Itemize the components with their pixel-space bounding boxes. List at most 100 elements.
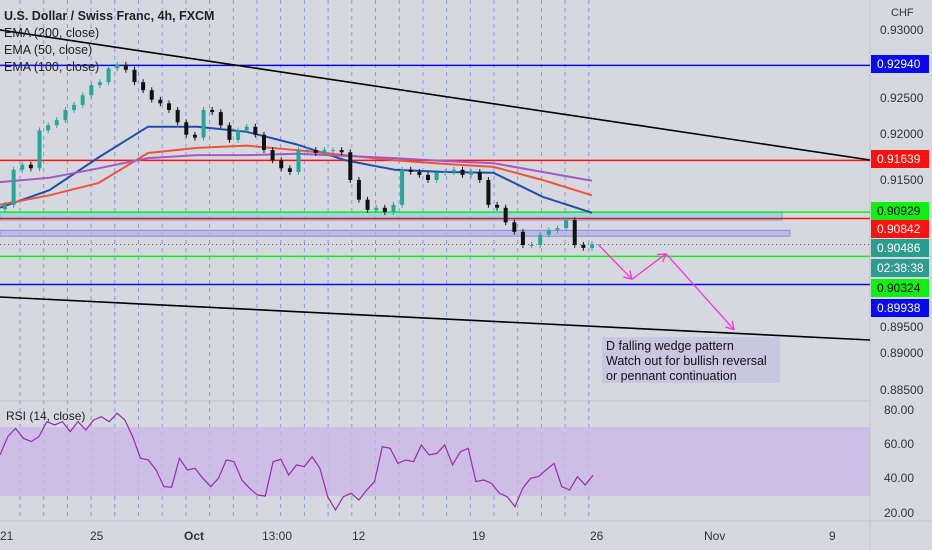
candle-body bbox=[296, 150, 301, 172]
candle-body bbox=[270, 150, 275, 161]
candle-body bbox=[520, 231, 525, 245]
candle-body bbox=[529, 244, 534, 246]
candle-body bbox=[331, 150, 336, 152]
price-badge[interactable]: 0.90929 bbox=[877, 204, 921, 218]
candle-body bbox=[581, 244, 586, 248]
candle-body bbox=[89, 85, 94, 96]
candle-body bbox=[451, 169, 456, 172]
axes[interactable]: 0.93000 0.92500 0.92000 0.91500 0.89500 0.890… bbox=[0, 7, 929, 543]
candle-body bbox=[3, 204, 7, 210]
price-badge-bg bbox=[871, 299, 929, 317]
price-badge-bg bbox=[871, 150, 929, 168]
horizontal-levels[interactable] bbox=[0, 64, 870, 286]
time-tick-label: 19 bbox=[472, 529, 486, 543]
ema-line bbox=[0, 144, 593, 206]
time-tick-label: 25 bbox=[90, 529, 104, 543]
price-badge-bg bbox=[871, 220, 929, 238]
annotation-note[interactable]: D falling wedge pattern Watch out for bu… bbox=[602, 337, 780, 383]
rsi-tick-label: 20.00 bbox=[884, 506, 914, 520]
candle-body bbox=[382, 207, 387, 213]
candle-body bbox=[417, 171, 422, 175]
price-tick-label: 0.89500 bbox=[880, 320, 924, 334]
ema-line bbox=[0, 152, 593, 184]
current-price-badge-bg bbox=[871, 239, 929, 257]
candle-body bbox=[11, 169, 16, 205]
arrow-head bbox=[629, 270, 633, 280]
arrow-head bbox=[725, 326, 735, 331]
price-badge[interactable]: 0.89938 bbox=[877, 301, 921, 315]
candle-body bbox=[261, 134, 266, 151]
candle-body bbox=[141, 82, 146, 91]
price-tick-label: 0.91500 bbox=[880, 173, 924, 187]
rsi-tick-label: 40.00 bbox=[884, 471, 914, 485]
candle-body bbox=[305, 150, 310, 152]
candle-body bbox=[477, 171, 482, 180]
candle-body bbox=[236, 130, 241, 140]
candle-body bbox=[555, 228, 560, 231]
rsi-line bbox=[0, 412, 594, 512]
candle-body bbox=[184, 122, 189, 135]
note-line: or pennant continuation bbox=[606, 369, 737, 383]
candle-body bbox=[287, 168, 292, 172]
price-badge-bg bbox=[871, 55, 929, 73]
legend-ema200[interactable]: EMA (200, close) bbox=[4, 26, 100, 40]
trendline bbox=[0, 29, 871, 161]
candle-body bbox=[590, 244, 594, 248]
price-badge[interactable]: 0.91639 bbox=[877, 152, 921, 166]
candle-body bbox=[158, 99, 163, 104]
price-zone bbox=[0, 229, 791, 237]
candle-body bbox=[201, 109, 206, 138]
candle-body bbox=[374, 207, 379, 210]
time-tick-label: 12 bbox=[352, 529, 366, 543]
rsi-legend[interactable]: RSI (14, close) bbox=[6, 409, 86, 423]
candle-body bbox=[572, 220, 577, 245]
candle-body bbox=[538, 234, 543, 245]
candle-body bbox=[244, 126, 249, 131]
note-line: Watch out for bullish reversal bbox=[606, 354, 767, 368]
candle-body bbox=[72, 104, 77, 110]
candle-body bbox=[348, 152, 353, 180]
current-price-badge[interactable]: 0.90486 bbox=[877, 241, 921, 255]
time-tick-label: 26 bbox=[590, 529, 604, 543]
countdown-badge[interactable]: 02:38:38 bbox=[877, 261, 924, 275]
price-badge[interactable]: 0.90842 bbox=[877, 222, 921, 236]
zones bbox=[0, 211, 791, 237]
rsi-tick-label: 60.00 bbox=[884, 437, 914, 451]
candle-body bbox=[460, 169, 465, 175]
time-tick-label: 13:00 bbox=[262, 529, 292, 543]
candles bbox=[3, 61, 594, 251]
arrow-head bbox=[662, 253, 667, 263]
symbol-title[interactable]: U.S. Dollar / Swiss Franc, 4h, FXCM bbox=[4, 9, 215, 23]
arrow-segment bbox=[665, 253, 735, 331]
legend-ema50[interactable]: EMA (50, close) bbox=[4, 43, 93, 57]
candle-body bbox=[149, 90, 154, 100]
candle-body bbox=[192, 134, 197, 138]
candle-body bbox=[54, 120, 59, 126]
candle-body bbox=[80, 95, 85, 105]
candle-body bbox=[132, 69, 137, 83]
price-tick-label: 0.92500 bbox=[880, 91, 924, 105]
price-badge[interactable]: 0.90324 bbox=[877, 281, 921, 295]
arrow-head bbox=[623, 276, 633, 280]
time-tick-label: 21 bbox=[0, 529, 14, 543]
arrow-head bbox=[731, 320, 735, 330]
arrow-head bbox=[656, 253, 667, 256]
candle-body bbox=[115, 64, 120, 69]
candle-body bbox=[322, 150, 327, 153]
candle-body bbox=[425, 174, 430, 180]
price-badge-bg bbox=[871, 202, 929, 220]
ema-line bbox=[0, 125, 593, 214]
legend-ema100[interactable]: EMA (100, close) bbox=[4, 60, 100, 74]
candle-body bbox=[434, 172, 439, 180]
candle-body bbox=[400, 169, 405, 205]
projection-arrows[interactable] bbox=[597, 243, 735, 331]
arrow-segment bbox=[597, 243, 633, 280]
candle-body bbox=[408, 169, 413, 172]
candle-body bbox=[503, 207, 508, 223]
candle-body bbox=[443, 171, 448, 173]
price-badge[interactable]: 0.92940 bbox=[877, 57, 921, 71]
candle-body bbox=[97, 82, 102, 86]
candle-body bbox=[20, 164, 25, 170]
trendlines[interactable] bbox=[0, 29, 871, 341]
